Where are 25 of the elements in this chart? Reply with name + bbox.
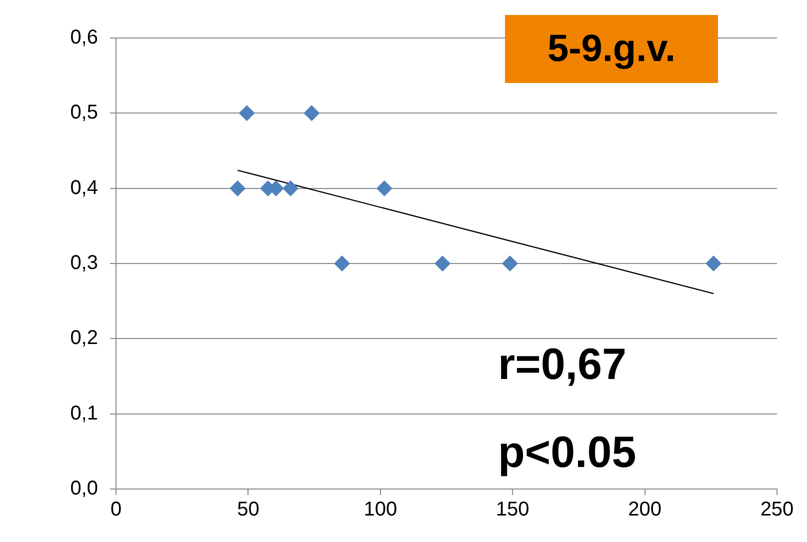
y-tick-label: 0,5 (70, 102, 98, 124)
x-tick-label: 250 (760, 498, 794, 521)
point (502, 256, 518, 272)
x-tick-label: 0 (110, 498, 122, 521)
point (238, 105, 255, 122)
point (334, 256, 350, 272)
point (434, 256, 451, 272)
point (230, 180, 246, 196)
y-tick-label: 0,0 (70, 478, 98, 500)
x-tick-label: 150 (496, 498, 530, 521)
x-tick-label: 100 (364, 498, 398, 521)
y-tick-label: 0,1 (70, 402, 98, 424)
x-tick-label: 50 (237, 498, 260, 521)
x-tick-label: 200 (628, 498, 662, 521)
annotation: r=0,67 (498, 340, 626, 390)
y-tick-label: 0,2 (70, 327, 98, 350)
point (304, 105, 320, 122)
annotation: 5-9.g.v. (505, 15, 718, 83)
point (282, 180, 299, 196)
point (376, 180, 392, 196)
y-tick-label: 0,3 (70, 252, 98, 274)
y-tick-label: 0,6 (70, 26, 98, 49)
point (706, 256, 722, 272)
annotation: p<0.05 (498, 428, 636, 478)
y-tick-label: 0,4 (70, 176, 98, 199)
